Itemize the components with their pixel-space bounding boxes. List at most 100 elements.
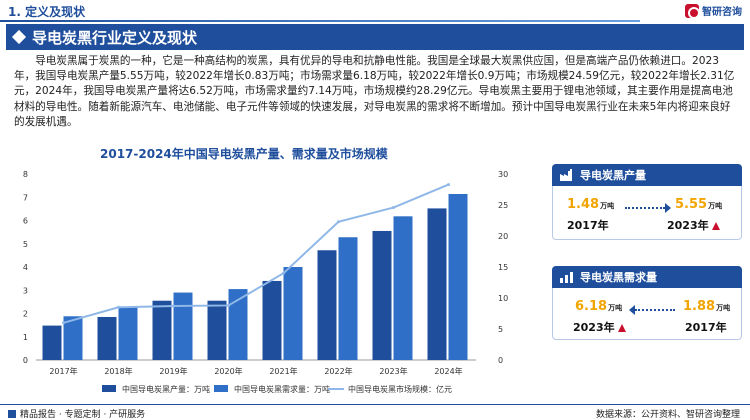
brand-logo: 智研咨询 [685, 3, 742, 19]
production-2017-unit: 万吨 [600, 202, 615, 210]
bar-production [317, 250, 337, 360]
section-heading: 1. 定义及现状 [8, 5, 86, 19]
bar-demand [338, 237, 358, 360]
legend-swatch [214, 385, 228, 392]
bar-chart-icon [560, 271, 574, 283]
arrow-right-icon [625, 203, 671, 213]
production-2017-year: 2017年 [567, 219, 609, 232]
left-tick-label: 4 [23, 263, 28, 272]
demand-card: 导电炭黑需求量 6.18万吨 2023年 1.88万吨 2017年 [552, 266, 742, 340]
left-tick-label: 3 [23, 286, 28, 295]
x-tick-label: 2018年 [104, 366, 132, 376]
title-bar: 导电炭黑行业定义及现状 [6, 24, 744, 50]
bar-production [372, 230, 392, 360]
right-tick-label: 25 [498, 201, 508, 210]
market-size-point [337, 220, 340, 224]
market-size-point [392, 206, 395, 210]
footer-divider [0, 404, 750, 405]
legend-label: 中国导电炭黑市场规模：亿元 [348, 384, 452, 394]
demand-2017-year: 2017年 [685, 321, 727, 334]
bar-production [262, 280, 282, 360]
bar-production [427, 208, 447, 360]
market-size-point [117, 305, 120, 309]
demand-2017-unit: 万吨 [716, 304, 731, 312]
bar-demand [118, 306, 138, 360]
demand-2023-year: 2023年 [573, 319, 626, 335]
right-tick-label: 20 [498, 232, 508, 241]
bar-demand [173, 292, 193, 360]
market-size-point [227, 303, 230, 307]
footer: 精品报告 · 专题定制 · 产研服务 数据来源：公开资料、智研咨询整理 [0, 404, 750, 420]
left-tick-label: 6 [23, 217, 28, 226]
combo-chart: 0 1 2 3 4 5 6 7 8 0 5 10 15 20 25 30 2017年 2018年 2019年 2020… [23, 170, 508, 394]
legend-label: 中国导电炭黑需求量：万吨 [234, 384, 330, 394]
production-2023-number: 5.55 [675, 197, 708, 212]
right-tick-label: 10 [498, 294, 508, 303]
left-tick-label: 7 [23, 193, 28, 202]
production-2023-year-text: 2023年 [667, 219, 709, 232]
logo-text: 智研咨询 [702, 7, 742, 18]
bar-production [42, 325, 62, 360]
left-tick-label: 1 [23, 333, 28, 342]
production-card-title: 导电炭黑产量 [580, 169, 646, 182]
factory-icon [560, 169, 574, 181]
market-size-point [172, 304, 175, 308]
production-2017-value: 1.48万吨 [567, 197, 614, 212]
bar-demand [283, 267, 303, 360]
footer-tagline: 精品报告 · 专题定制 · 产研服务 [20, 410, 146, 420]
demand-2017-number: 1.88 [683, 299, 716, 314]
chart-title: 2017-2024年中国导电炭黑产量、需求量及市场规模 [100, 147, 388, 161]
bar-demand [448, 193, 468, 360]
right-tick-label: 30 [498, 170, 508, 179]
market-size-line [63, 183, 449, 324]
demand-card-title: 导电炭黑需求量 [580, 271, 657, 284]
production-2023-year: 2023年 [667, 217, 720, 233]
arrow-left-icon [629, 305, 675, 315]
x-tick-label: 2019年 [159, 366, 187, 376]
market-size-point [62, 321, 65, 325]
header-divider [0, 20, 640, 22]
up-arrow-icon [617, 324, 626, 332]
x-tick-label: 2021年 [269, 366, 297, 376]
square-icon [8, 409, 16, 418]
market-size-point [282, 271, 285, 275]
bar-production [152, 300, 172, 360]
bar-demand [63, 316, 83, 360]
demand-card-header: 导电炭黑需求量 [552, 266, 742, 288]
up-arrow-icon [711, 222, 720, 230]
production-2023-value: 5.55万吨 [675, 197, 722, 212]
right-tick-label: 15 [498, 263, 508, 272]
legend-swatch [102, 385, 116, 392]
bar-production [97, 316, 117, 360]
demand-2023-value: 6.18万吨 [575, 299, 622, 314]
page-title: 导电炭黑行业定义及现状 [32, 28, 198, 47]
top-header: 1. 定义及现状 智研咨询 [0, 0, 750, 22]
x-tick-label: 2024年 [434, 366, 462, 376]
data-source: 数据来源：公开资料、智研咨询整理 [595, 410, 740, 420]
left-tick-label: 5 [23, 240, 28, 249]
x-tick-label: 2020年 [214, 366, 242, 376]
production-2023-unit: 万吨 [708, 202, 723, 210]
market-size-point [447, 183, 450, 187]
intro-paragraph: 导电炭黑属于炭黑的一种，它是一种高结构的炭黑，具有优异的导电和抗静电性能。我国是… [14, 55, 735, 128]
legend-label: 中国导电炭黑产量：万吨 [122, 384, 210, 394]
production-card: 导电炭黑产量 1.48万吨 2017年 5.55万吨 2023年 [552, 164, 742, 240]
demand-2023-unit: 万吨 [608, 304, 623, 312]
demand-2017-value: 1.88万吨 [683, 299, 730, 314]
production-2017-number: 1.48 [567, 197, 600, 212]
bar-demand [228, 289, 248, 360]
footer-left: 精品报告 · 专题定制 · 产研服务 [8, 407, 145, 420]
x-tick-label: 2022年 [324, 366, 352, 376]
left-tick-label: 0 [23, 356, 28, 365]
demand-2023-year-text: 2023年 [573, 321, 615, 334]
left-tick-label: 2 [23, 310, 28, 319]
right-tick-label: 5 [498, 325, 503, 334]
bar-production [207, 300, 227, 360]
left-tick-label: 8 [23, 170, 28, 179]
bar-demand [393, 216, 413, 360]
demand-2023-number: 6.18 [575, 299, 608, 314]
x-tick-label: 2023年 [379, 366, 407, 376]
diamond-icon [11, 29, 27, 45]
logo-icon [685, 3, 700, 19]
x-tick-label: 2017年 [49, 366, 77, 376]
